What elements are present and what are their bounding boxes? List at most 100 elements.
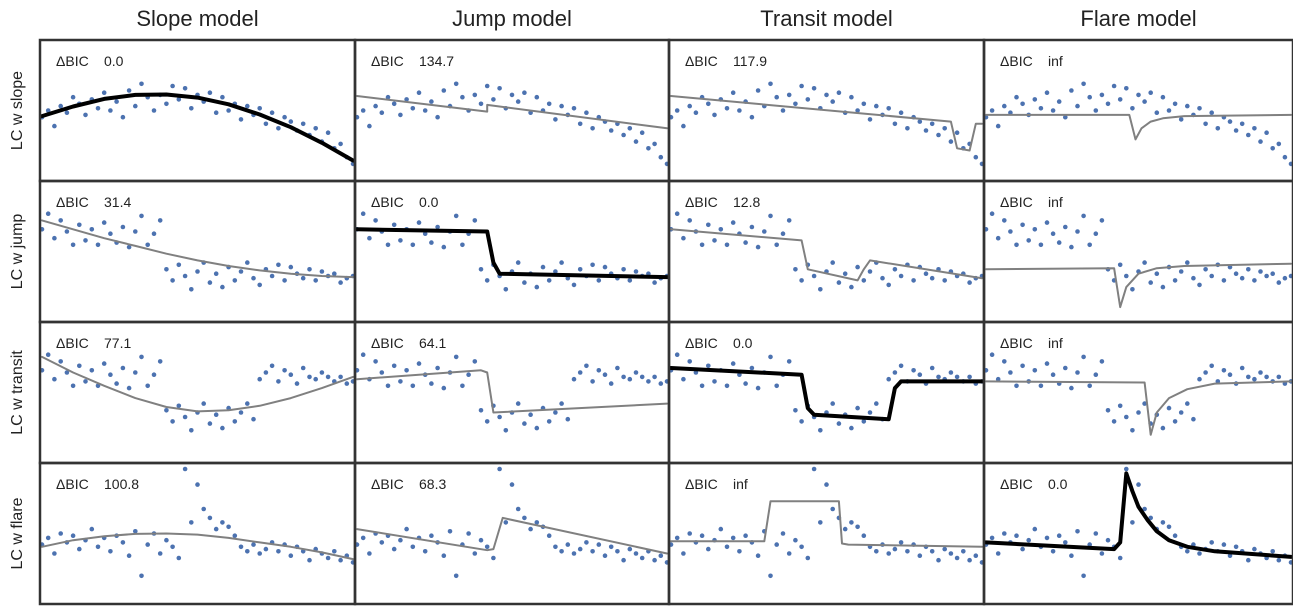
data-point — [534, 425, 540, 431]
data-point — [1215, 126, 1221, 131]
data-point — [565, 416, 571, 422]
data-point — [1069, 553, 1074, 558]
data-point — [811, 466, 817, 472]
data-point — [288, 372, 294, 378]
data-point — [1282, 275, 1288, 281]
data-point — [410, 242, 416, 248]
data-point — [133, 529, 138, 534]
data-point — [1166, 405, 1172, 411]
data-point — [1081, 573, 1086, 579]
data-point — [52, 551, 57, 556]
data-point — [1142, 401, 1147, 406]
data-point — [522, 280, 527, 285]
data-point — [674, 352, 680, 358]
bic-label: ΔBIC — [371, 335, 404, 351]
data-point — [1093, 231, 1099, 236]
column-title: Slope model — [136, 6, 258, 31]
data-point — [195, 482, 200, 487]
panels: ΔBIC 0.0 ΔBIC 134.7 ΔBIC 117.9 ΔBIC inf ΔBIC 31.4… — [38, 38, 1293, 606]
data-point — [584, 540, 589, 545]
data-point — [842, 526, 848, 532]
data-point — [1233, 271, 1239, 277]
data-point — [706, 222, 711, 228]
data-point — [1264, 374, 1269, 380]
data-point — [282, 114, 287, 120]
bic-value: inf — [1048, 335, 1063, 351]
data-point — [83, 379, 88, 384]
data-point — [1063, 114, 1068, 120]
data-point — [1246, 132, 1251, 138]
bic-value: 0.0 — [1048, 476, 1068, 492]
data-point — [157, 359, 163, 364]
data-point — [207, 421, 213, 426]
data-point — [164, 537, 169, 543]
data-point — [1203, 121, 1208, 127]
data-point — [139, 213, 144, 219]
data-point — [687, 359, 692, 364]
data-point — [398, 238, 403, 243]
data-point — [497, 86, 502, 91]
data-point — [1075, 103, 1080, 109]
data-point — [559, 260, 564, 265]
data-point — [503, 428, 509, 433]
data-point — [422, 108, 428, 113]
data-point — [528, 412, 533, 418]
data-point — [294, 381, 300, 386]
data-point — [849, 94, 854, 100]
data-point — [207, 280, 213, 285]
data-point — [1191, 275, 1196, 281]
data-point — [1221, 368, 1227, 373]
data-point — [1014, 383, 1019, 389]
data-point — [534, 94, 540, 100]
data-point — [1105, 408, 1111, 413]
data-point — [1136, 410, 1141, 415]
bic-value: 68.3 — [419, 476, 446, 492]
data-point — [811, 86, 817, 91]
data-point — [429, 533, 434, 538]
data-point — [768, 213, 773, 219]
data-point — [182, 414, 188, 420]
data-point — [195, 269, 200, 274]
data-point — [1038, 242, 1044, 248]
data-point — [1124, 273, 1129, 279]
data-point — [627, 376, 633, 382]
data-point — [484, 419, 490, 424]
data-point — [379, 540, 385, 545]
model-fit-line — [670, 228, 983, 282]
bic-label: ΔBIC — [685, 194, 718, 210]
data-point — [220, 284, 225, 290]
data-point — [257, 282, 263, 288]
data-point — [652, 557, 657, 563]
data-point — [818, 287, 823, 292]
data-point — [64, 229, 70, 234]
data-point — [749, 224, 755, 230]
data-point — [1178, 410, 1184, 415]
data-point — [898, 110, 904, 115]
data-point — [379, 110, 385, 115]
data-point — [1246, 374, 1251, 380]
panel: ΔBIC 31.4 — [38, 179, 357, 324]
data-point — [70, 533, 76, 538]
data-point — [1252, 546, 1257, 552]
data-point — [1270, 146, 1275, 151]
data-point — [584, 110, 589, 115]
data-point — [325, 374, 331, 380]
data-point — [929, 275, 935, 281]
data-point — [818, 520, 823, 525]
data-point — [905, 126, 910, 131]
data-point — [269, 273, 275, 279]
panel: ΔBIC 0.0 — [982, 461, 1293, 606]
data-point — [45, 535, 51, 541]
data-point — [1117, 403, 1123, 409]
data-point — [515, 506, 521, 512]
data-point — [460, 94, 465, 100]
data-point — [1032, 368, 1038, 373]
data-point — [658, 553, 664, 558]
data-point — [874, 549, 879, 554]
data-point — [699, 533, 705, 538]
data-point — [108, 549, 113, 554]
data-point — [658, 154, 664, 160]
data-point — [724, 106, 730, 111]
data-point — [1209, 363, 1214, 369]
